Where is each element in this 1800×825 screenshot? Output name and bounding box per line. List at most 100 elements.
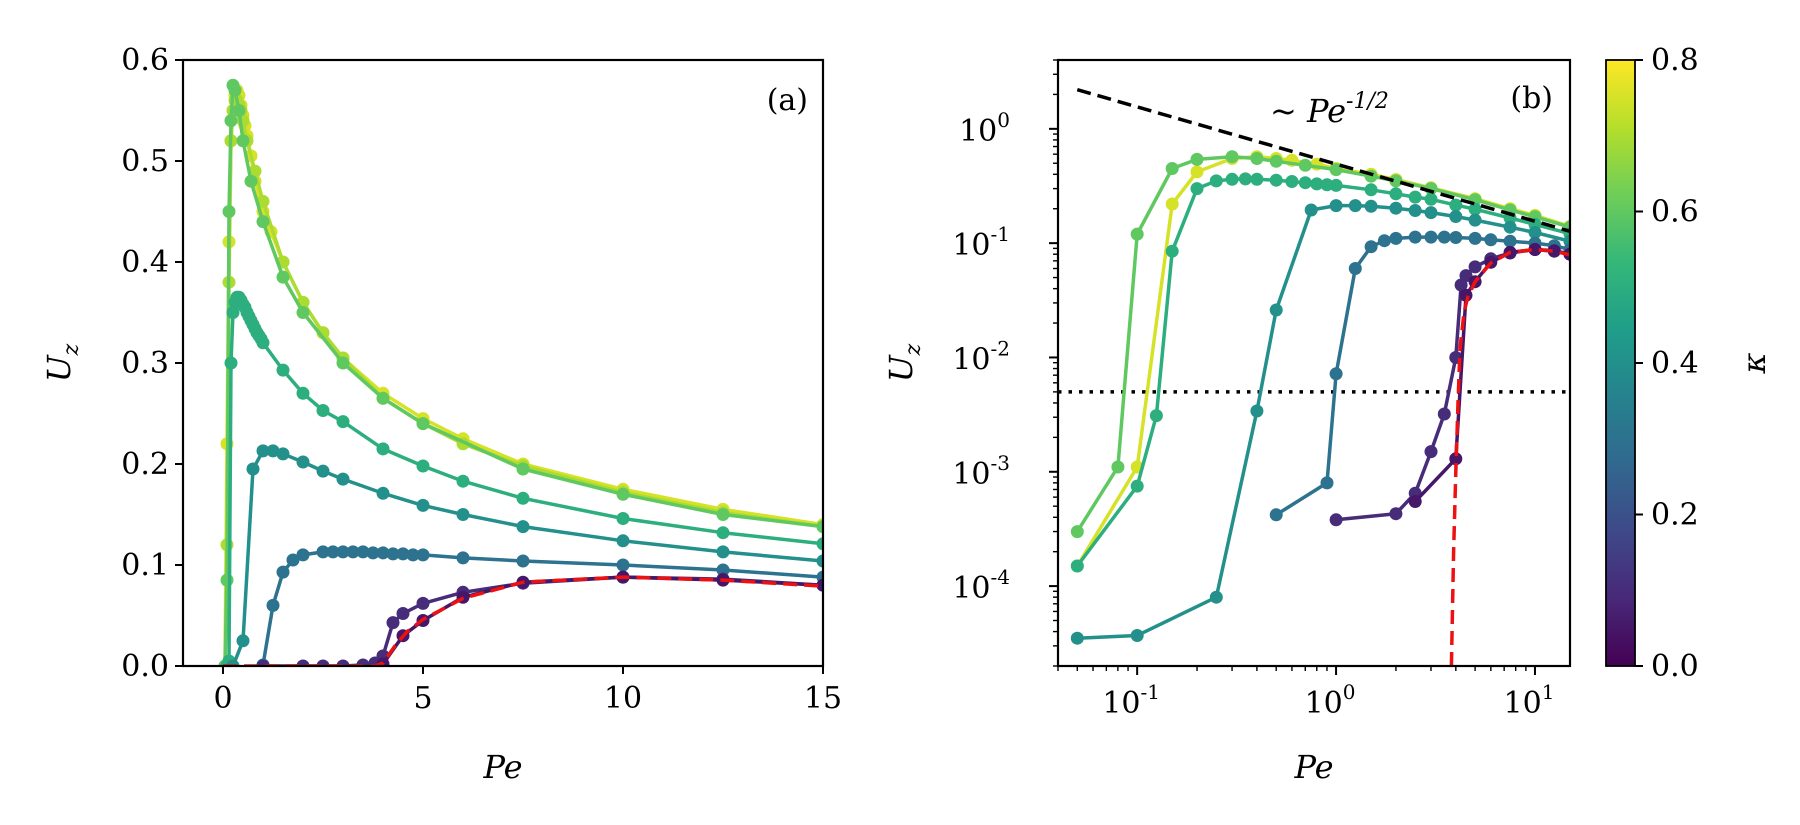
y-tick-label: 10-2 xyxy=(952,336,1010,377)
data-point xyxy=(1269,154,1283,168)
x-tick-label: 100 xyxy=(1305,680,1356,721)
data-point xyxy=(1468,231,1482,245)
data-point xyxy=(1468,202,1482,216)
panel-b-frame xyxy=(1056,58,1572,668)
x-tick-exponent: 0 xyxy=(1343,680,1356,704)
y-tick-exponent: -3 xyxy=(991,451,1010,475)
data-point xyxy=(1149,409,1163,423)
data-point xyxy=(226,306,240,319)
data-point xyxy=(406,548,420,562)
colorbar-tick-label: 0.0 xyxy=(1651,649,1699,684)
data-point xyxy=(816,578,823,592)
data-point xyxy=(232,104,246,117)
colorbar-tick-label: 0.8 xyxy=(1651,43,1699,78)
data-point xyxy=(220,573,234,587)
data-point xyxy=(1408,495,1422,508)
data-point xyxy=(356,658,370,666)
data-point xyxy=(396,547,410,561)
x-tick-base: 10 xyxy=(1305,686,1343,721)
colorbar-tick-label: 0.6 xyxy=(1651,195,1699,230)
series-line-b-0 xyxy=(1075,154,1570,567)
series-line-b-5 xyxy=(1335,247,1570,522)
data-point xyxy=(1389,507,1403,521)
data-point xyxy=(1329,367,1343,381)
data-point xyxy=(266,444,280,458)
x-tick-base: 10 xyxy=(1102,686,1140,721)
y-tick-label: 0.0 xyxy=(121,649,169,684)
y-tick-base: 10 xyxy=(959,114,997,149)
data-point xyxy=(1238,172,1252,186)
data-point xyxy=(244,174,258,188)
data-point xyxy=(336,415,350,429)
panel-a-ylabel-sub: z xyxy=(59,343,84,356)
data-point xyxy=(1190,182,1204,196)
data-point xyxy=(616,512,630,525)
x-tick-label: 10 xyxy=(604,681,642,716)
power-law-annotation-base: ~ Pe xyxy=(1270,92,1346,130)
y-tick-label: 0.1 xyxy=(121,548,169,583)
data-point xyxy=(616,487,630,501)
y-tick-label: 0.4 xyxy=(121,245,169,280)
data-point xyxy=(336,545,350,559)
data-point xyxy=(1449,231,1463,244)
panel-b-xlabel: Pe xyxy=(1293,748,1333,786)
data-point xyxy=(1408,204,1422,217)
data-point xyxy=(1329,513,1343,527)
y-tick-base: 10 xyxy=(952,342,990,377)
data-point xyxy=(1320,476,1334,490)
x-tick-exponent: 1 xyxy=(1542,680,1555,704)
data-point xyxy=(1329,199,1343,213)
data-point xyxy=(1130,227,1144,241)
data-point xyxy=(1503,220,1517,234)
data-point xyxy=(1528,226,1542,239)
data-point xyxy=(516,554,530,568)
data-point xyxy=(716,508,730,521)
data-point xyxy=(1165,162,1179,175)
data-point xyxy=(1070,525,1084,539)
data-point xyxy=(416,498,430,512)
data-point xyxy=(1285,175,1299,188)
data-point xyxy=(1304,203,1318,217)
y-tick-label: 100 xyxy=(959,108,1010,149)
colorbar-tick-label: 0.4 xyxy=(1651,346,1699,381)
data-point xyxy=(386,547,400,561)
y-tick-label: 0.2 xyxy=(121,447,169,482)
data-point xyxy=(326,545,340,559)
series-line-a-4 xyxy=(231,449,823,666)
panel-b-ylabel: Uz xyxy=(882,343,926,382)
data-point xyxy=(296,386,310,400)
panel-a-xlabel: Pe xyxy=(482,748,522,786)
y-tick-label: 0.6 xyxy=(121,43,169,78)
data-point xyxy=(1503,234,1517,248)
panel-b-label: (b) xyxy=(1510,81,1553,116)
data-point xyxy=(366,546,380,560)
data-point xyxy=(346,545,360,559)
series-line-b-6 xyxy=(1413,247,1570,503)
series-line-a-5 xyxy=(261,550,823,666)
x-tick-base: 10 xyxy=(1504,686,1542,721)
x-tick-label: 15 xyxy=(804,681,842,716)
data-point xyxy=(256,444,270,458)
data-point xyxy=(1468,260,1482,274)
data-point xyxy=(1364,199,1378,213)
data-point xyxy=(1424,230,1438,244)
data-point xyxy=(1424,192,1438,206)
data-point xyxy=(1070,559,1084,573)
panel-a-y-ticks: 0.0 0.1 0.2 0.3 0.4 0.5 0.6 xyxy=(121,43,183,684)
data-point xyxy=(1250,404,1264,418)
data-point xyxy=(416,417,430,431)
data-point xyxy=(616,558,630,572)
data-point xyxy=(416,459,430,473)
data-point xyxy=(1528,243,1542,256)
reference-curve-a xyxy=(223,575,823,666)
y-tick-label: 0.5 xyxy=(121,144,169,179)
power-law-line xyxy=(1076,87,1570,233)
colorbar-ticks: 0.0 0.2 0.4 0.6 0.8 xyxy=(1635,43,1699,684)
data-point xyxy=(336,356,350,370)
panel-b-plot-area xyxy=(1058,87,1570,666)
data-point xyxy=(286,553,300,567)
data-point xyxy=(1408,230,1422,244)
data-point xyxy=(224,114,238,128)
y-tick-label: 10-3 xyxy=(952,451,1010,492)
